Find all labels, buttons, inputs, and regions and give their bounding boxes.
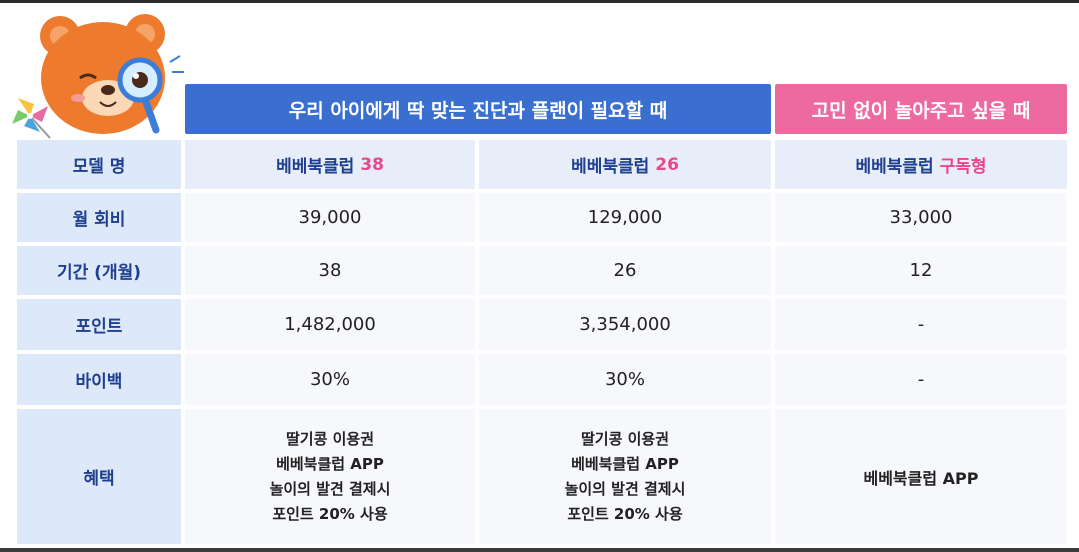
buyback-2: 30% <box>479 354 771 405</box>
bottom-border <box>0 548 1079 552</box>
row-label-monthly-fee: 월 회비 <box>17 193 181 242</box>
model-name: 베베북클럽 <box>571 157 650 177</box>
top-border <box>0 0 1079 3</box>
monthly-fee-1: 39,000 <box>185 193 475 242</box>
row-label-points: 포인트 <box>17 299 181 350</box>
points-3: - <box>775 299 1067 350</box>
period-1: 38 <box>185 246 475 295</box>
row-label-model: 모델 명 <box>17 140 181 189</box>
model-name: 베베북클럽 <box>276 157 355 177</box>
row-label-buyback: 바이백 <box>17 354 181 405</box>
benefits-1: 딸기콩 이용권 베베북클럽 APP 놀이의 발견 결제시 포인트 20% 사용 <box>185 409 475 544</box>
benefit-line: 놀이의 발견 결제시 <box>564 479 686 498</box>
row-label-benefits: 혜택 <box>17 409 181 544</box>
benefit-line: 포인트 20% 사용 <box>567 504 683 523</box>
buyback-1: 30% <box>185 354 475 405</box>
monthly-fee-2: 129,000 <box>479 193 771 242</box>
points-2: 3,354,000 <box>479 299 771 350</box>
points-1: 1,482,000 <box>185 299 475 350</box>
period-3: 12 <box>775 246 1067 295</box>
bear-mascot-icon <box>12 14 184 139</box>
benefit-line: 딸기콩 이용권 <box>285 429 375 448</box>
benefit-line: 포인트 20% 사용 <box>272 504 388 523</box>
benefits-2: 딸기콩 이용권 베베북클럽 APP 놀이의 발견 결제시 포인트 20% 사용 <box>479 409 771 544</box>
magnifier-icon <box>117 57 163 134</box>
row-label-period: 기간 (개월) <box>17 246 181 295</box>
buyback-3: - <box>775 354 1067 405</box>
benefits-3: 베베북클럽 APP <box>775 409 1067 544</box>
model-cell-1: 베베북클럽 38 <box>185 140 475 189</box>
benefit-line: 딸기콩 이용권 <box>580 429 670 448</box>
model-suffix: 구독형 <box>939 157 987 177</box>
play-group-header: 고민 없이 놀아주고 싶을 때 <box>775 84 1067 134</box>
model-suffix: 26 <box>655 154 679 175</box>
monthly-fee-3: 33,000 <box>775 193 1067 242</box>
model-suffix: 38 <box>360 154 384 175</box>
model-cell-2: 베베북클럽 26 <box>479 140 771 189</box>
pinwheel-icon <box>12 98 51 139</box>
model-name: 베베북클럽 <box>855 157 934 177</box>
model-cell-3: 베베북클럽 구독형 <box>775 140 1067 189</box>
benefit-line: 놀이의 발견 결제시 <box>269 479 391 498</box>
plan-group-header: 우리 아이에게 딱 맞는 진단과 플랜이 필요할 때 <box>185 84 771 134</box>
benefit-line: 베베북클럽 APP <box>571 454 679 473</box>
benefit-line: 베베북클럽 APP <box>276 454 384 473</box>
period-2: 26 <box>479 246 771 295</box>
